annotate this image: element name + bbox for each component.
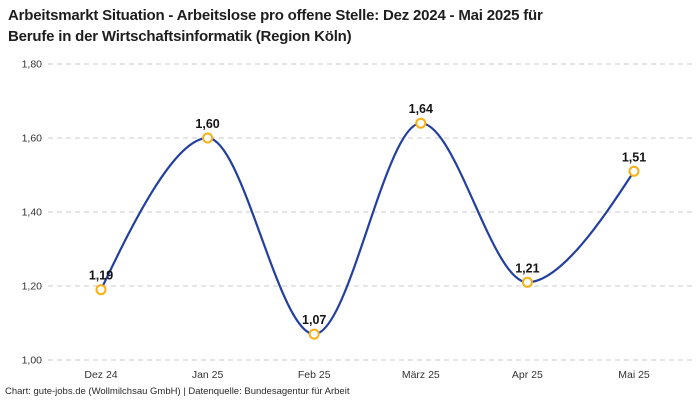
chart-title-line-1: Arbeitsmarkt Situation - Arbeitslose pro… <box>8 7 543 24</box>
x-tick-label: Feb 25 <box>298 369 331 381</box>
y-tick-label: 1,80 <box>22 59 43 71</box>
x-tick-label: Dez 24 <box>84 369 117 381</box>
x-tick-label: Jan 25 <box>192 369 224 381</box>
data-point-label: 1,51 <box>622 150 646 164</box>
y-tick-label: 1,40 <box>22 207 43 219</box>
data-point-marker <box>521 276 533 288</box>
data-point-label: 1,64 <box>409 102 433 116</box>
data-point-label: 1,07 <box>302 313 326 327</box>
data-point-marker <box>308 328 320 340</box>
data-point-label: 1,19 <box>89 269 113 283</box>
series-line <box>99 122 636 336</box>
y-tick-label: 1,00 <box>22 355 43 367</box>
data-point-marker <box>415 117 427 129</box>
chart-title: Arbeitsmarkt Situation - Arbeitslose pro… <box>8 5 692 47</box>
data-point-marker <box>95 284 107 296</box>
data-point-label: 1,21 <box>515 261 539 275</box>
x-tick-label: Mai 25 <box>618 369 650 381</box>
y-tick-label: 1,20 <box>22 281 43 293</box>
x-tick-label: März 25 <box>402 369 440 381</box>
y-tick-label: 1,60 <box>22 133 43 145</box>
x-tick-label: Apr 25 <box>512 369 543 381</box>
chart-credit: Chart: gute-jobs.de (Wollmilchsau GmbH) … <box>5 386 350 397</box>
data-point-label: 1,60 <box>195 117 219 131</box>
data-point-marker <box>202 132 214 144</box>
chart-title-line-2: Berufe in der Wirtschaftsinformatik (Reg… <box>8 28 352 45</box>
data-point-marker <box>628 165 640 177</box>
